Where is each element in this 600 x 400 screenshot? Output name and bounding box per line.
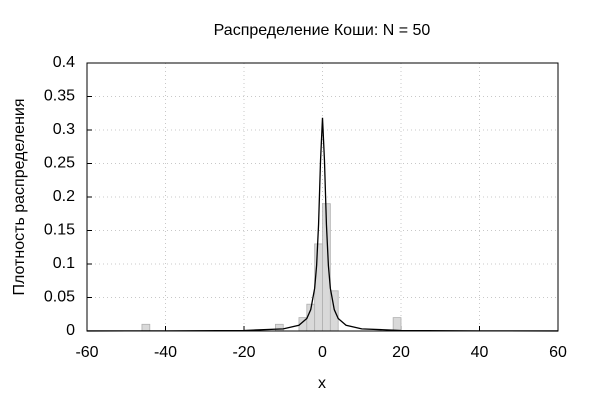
y-tick-label: 0.05 [44,289,75,306]
y-tick-label: 0.15 [44,222,75,239]
x-tick-label: -40 [154,344,177,361]
y-tick-label: 0.25 [44,155,75,172]
y-axis-label: Плотность распределения [11,98,28,295]
x-tick-label: -20 [232,344,255,361]
histogram-bar [274,323,284,332]
y-tick-label: 0 [66,322,75,339]
x-tick-label: 40 [471,344,489,361]
x-axis-label: x [318,375,326,392]
histogram-bar [141,323,151,332]
y-tick-label: 0.1 [53,255,75,272]
x-tick-label: 20 [392,344,410,361]
plot-frame [86,62,559,332]
density-curve [86,117,559,332]
x-tick-label: 0 [318,344,327,361]
histogram-bar [392,317,402,332]
x-tick-label: -60 [75,344,98,361]
x-tick-label: 60 [549,344,567,361]
y-tick-label: 0.3 [53,121,75,138]
chart-title: Распределение Коши: N = 50 [214,22,431,39]
y-tick-label: 0.35 [44,88,75,105]
histogram-bar [314,243,323,332]
y-tick-label: 0.2 [53,188,75,205]
y-tick-label: 0.4 [53,54,75,71]
